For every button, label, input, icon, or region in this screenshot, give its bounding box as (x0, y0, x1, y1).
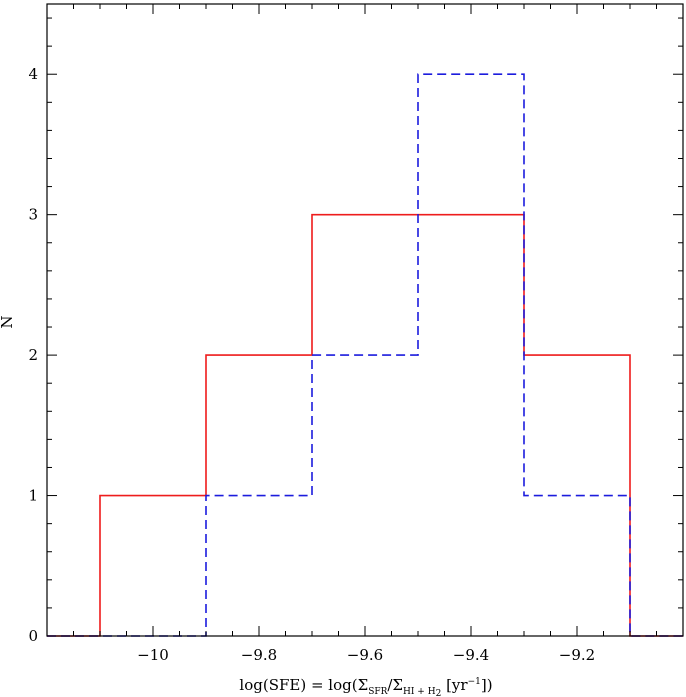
x-tick-label: −9.4 (453, 646, 489, 664)
histogram-series-1 (47, 213, 683, 637)
axes-box (46, 3, 684, 637)
y-tick-label: 1 (28, 487, 38, 505)
x-tick-label: −9.6 (347, 646, 383, 664)
y-axis-title: N (0, 315, 16, 328)
y-tick-label: 2 (28, 346, 38, 364)
y-tick-label: 3 (28, 206, 38, 224)
plot-content (47, 73, 683, 637)
x-axis-title: log(SFE) = log(ΣSFR/ΣHI + H2 [yr−1]) (239, 676, 492, 697)
tick-labels: −10 −9.8 −9.6 −9.4 −9.2 0 1 2 3 4 (28, 65, 595, 664)
y-tick-label: 0 (28, 627, 38, 645)
x-tick-label: −10 (137, 646, 169, 664)
plot-frame (46, 3, 684, 637)
axis-ticks (47, 4, 684, 637)
y-tick-label: 4 (28, 65, 38, 83)
x-tick-label: −9.2 (559, 646, 595, 664)
x-tick-label: −9.8 (241, 646, 277, 664)
